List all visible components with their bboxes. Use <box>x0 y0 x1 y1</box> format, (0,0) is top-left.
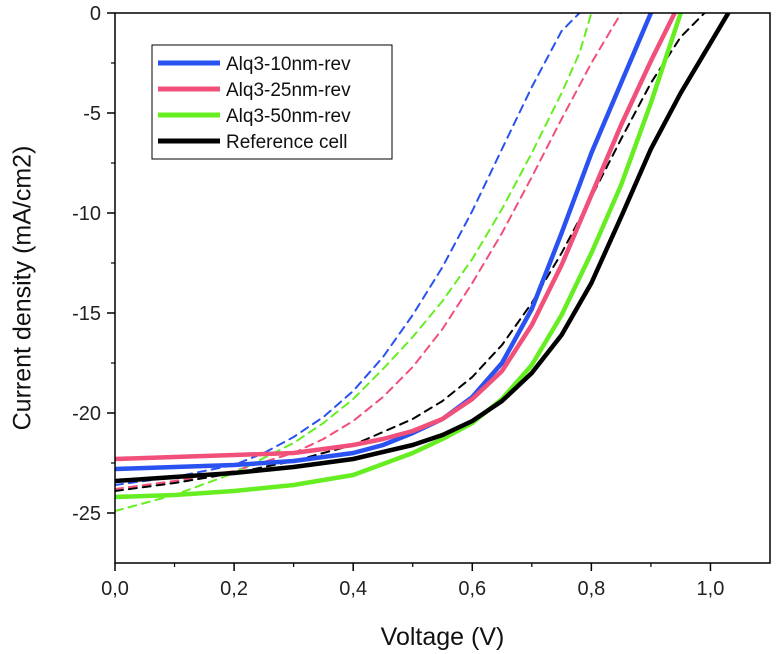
legend-label: Reference cell <box>226 132 347 153</box>
series-layer <box>115 13 731 512</box>
legend: Alq3-10nm-rev Alq3-25nm-rev Alq3-50nm-rev R… <box>151 44 393 160</box>
y-tick-label: -5 <box>83 103 101 125</box>
series-line-dashed-curve-4 <box>115 13 581 486</box>
x-tick-label: 0,0 <box>101 578 129 600</box>
x-axis: 0,0 0,2 0,4 0,6 0,8 1,0 <box>101 563 724 600</box>
y-tick-label: 0 <box>90 3 101 25</box>
series-line-dashed-curve-7 <box>115 13 706 492</box>
y-tick-label: -25 <box>72 503 101 525</box>
legend-label: Alq3-10nm-rev <box>226 54 351 75</box>
legend-label: Alq3-50nm-rev <box>226 106 351 127</box>
series-line-alq3-25nm-rev <box>115 13 677 462</box>
x-tick-label: 0,6 <box>458 578 486 600</box>
plot-frame <box>114 12 771 564</box>
x-tick-label: 0,8 <box>577 578 605 600</box>
x-tick-label: 1,0 <box>697 578 725 600</box>
series-line-reference-cell <box>115 13 731 484</box>
legend-label: Alq3-25nm-rev <box>226 80 351 101</box>
y-tick-label: -15 <box>72 303 101 325</box>
y-axis-title: Current density (mA/cm2) <box>9 146 37 431</box>
x-axis-title: Voltage (V) <box>381 623 505 651</box>
y-tick-label: -10 <box>72 203 101 225</box>
x-tick-label: 0,2 <box>220 578 248 600</box>
y-axis: 0 -5 -10 -15 -20 -25 <box>72 3 115 525</box>
x-tick-label: 0,4 <box>339 578 367 600</box>
y-tick-label: -20 <box>72 403 101 425</box>
